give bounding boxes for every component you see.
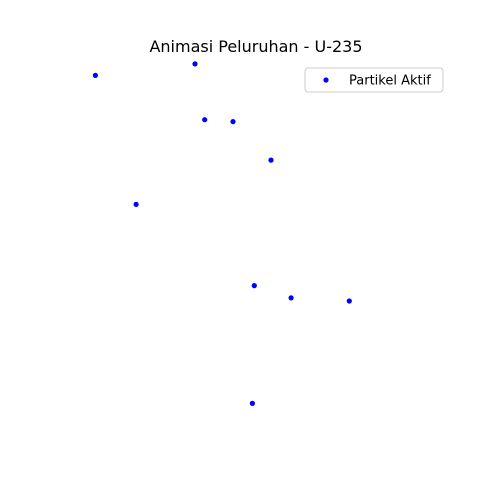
chart-title: Animasi Peluruhan - U-235 — [149, 37, 362, 56]
data-point — [346, 298, 352, 304]
data-point — [230, 119, 236, 125]
data-points — [92, 61, 352, 406]
data-point — [133, 201, 139, 207]
legend-label: Partikel Aktif — [349, 74, 431, 89]
data-point — [92, 72, 98, 78]
data-point — [192, 61, 198, 67]
data-point — [202, 117, 208, 123]
legend: Partikel Aktif — [304, 67, 444, 93]
legend-box — [304, 67, 444, 93]
legend-marker — [323, 77, 329, 83]
data-point — [288, 295, 294, 301]
data-point — [249, 400, 255, 406]
data-point — [251, 283, 257, 289]
data-point — [268, 157, 274, 163]
